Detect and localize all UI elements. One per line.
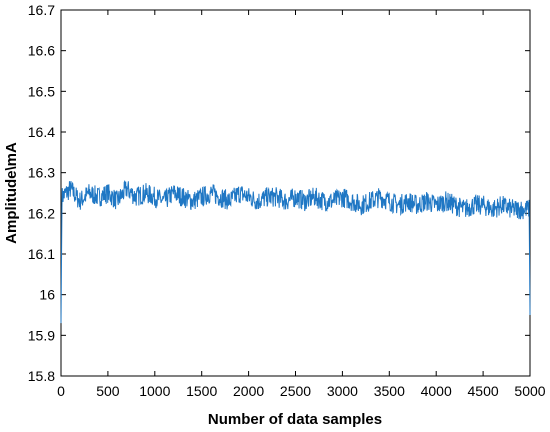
y-axis-label: Amplitude\mA [3,142,20,244]
x-tick-label: 1000 [139,383,170,399]
x-tick-label: 0 [57,383,65,399]
x-tick-label: 4500 [468,383,499,399]
x-tick-label: 3500 [374,383,405,399]
series-line [60,179,531,324]
x-axis-ticks: 0 500 1000 1500 2000 2500 3000 3500 4000 4500 5000 [57,10,546,399]
y-axis-ticks: 15.8 15.9 16 16.1 16.2 16.3 16.4 16.5 16.6 16.7 [28,2,530,384]
x-tick-label: 3000 [327,383,358,399]
x-axis-label: Number of data samples [208,411,382,428]
x-tick-label: 1500 [186,383,217,399]
y-tick-label: 16.6 [28,43,55,59]
x-tick-label: 500 [96,383,120,399]
y-tick-label: 16.5 [28,83,55,99]
y-tick-label: 16 [39,287,55,303]
x-tick-label: 2500 [280,383,311,399]
x-tick-label: 5000 [514,383,545,399]
x-tick-label: 4000 [421,383,452,399]
y-tick-label: 15.8 [28,368,55,384]
x-tick-label: 2000 [233,383,264,399]
y-tick-label: 16.1 [28,246,55,262]
y-tick-label: 16.7 [28,2,55,18]
y-tick-label: 16.4 [28,124,55,140]
y-tick-label: 16.3 [28,165,55,181]
y-tick-label: 15.9 [28,327,55,343]
y-tick-label: 16.2 [28,205,55,221]
